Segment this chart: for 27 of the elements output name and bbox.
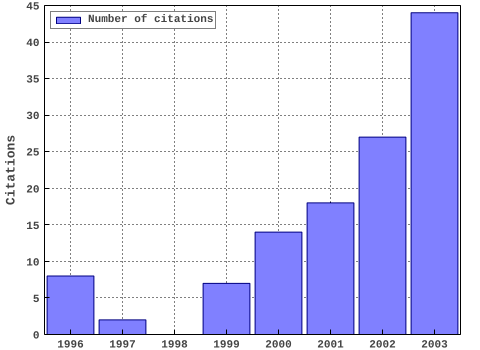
y-tick-label: 5 [32,294,40,306]
y-tick-label: 25 [26,148,40,160]
y-tick-label: 40 [26,38,40,50]
y-tick-label: 15 [26,220,40,233]
x-tick-label: 2000 [265,340,292,350]
bar [202,282,250,334]
bar [358,136,406,334]
legend-label: Number of citations [88,14,214,26]
x-tick-label: 1998 [161,340,188,350]
bar [46,276,94,334]
y-tick-label: 10 [26,257,40,270]
y-tick-label: 35 [26,74,40,87]
x-tick-label: 2001 [317,340,344,350]
y-tick-label: 45 [26,2,40,14]
y-axis-title: Citations [3,134,18,206]
bar [98,319,146,334]
y-tick-label: 0 [32,330,40,342]
bar [254,232,302,334]
x-tick-label: 2003 [421,340,448,350]
x-tick-label: 1999 [213,340,240,350]
bar [306,202,354,334]
x-tick-label: 1997 [109,340,136,350]
y-tick-label: 30 [26,111,40,124]
x-tick-label: 2002 [369,340,396,350]
x-tick-label: 1996 [57,340,84,350]
y-tick-label: 20 [26,184,40,196]
bar [410,12,458,334]
